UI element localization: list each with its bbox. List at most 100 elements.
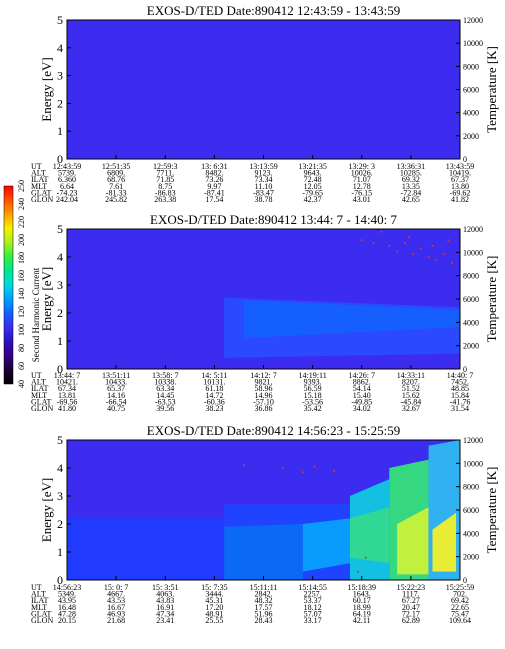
- orbit-table-cell: 21.68: [107, 616, 125, 625]
- speckle-point: [435, 258, 438, 261]
- left-tick-label: 3: [57, 489, 63, 503]
- speckle-point: [411, 253, 414, 256]
- orbit-table-cell: 263.38: [154, 195, 176, 204]
- orbit-table-cell: 17.20: [205, 603, 223, 612]
- colorbar-tick-label: 240: [17, 198, 26, 210]
- orbit-table-cell: -53.56: [302, 397, 323, 406]
- left-tick-label: 4: [57, 41, 63, 55]
- orbit-table-cell: -87.41: [204, 188, 225, 197]
- orbit-row-label: ILAT: [31, 175, 48, 184]
- speckle-point: [333, 469, 336, 472]
- left-tick-label: 4: [57, 461, 63, 475]
- orbit-table-cell: 51.52: [402, 384, 420, 393]
- orbit-table-cell: 8862.: [353, 378, 371, 387]
- orbit-table-cell: 14: 5:11: [201, 371, 227, 380]
- spectral-band: [243, 300, 460, 339]
- orbit-table-cell: 73.34: [255, 175, 273, 184]
- orbit-table-cell: 15: 7:35: [201, 583, 227, 592]
- orbit-table-cell: 67.34: [58, 384, 76, 393]
- orbit-table-cell: 40.75: [107, 404, 125, 413]
- orbit-table-cell: 14.96: [255, 391, 273, 400]
- right-tick-label: 6000: [463, 506, 479, 515]
- orbit-table-cell: 72.17: [402, 609, 420, 618]
- orbit-table-cell: 7452.: [451, 378, 469, 387]
- orbit-table-cell: -76.15: [351, 188, 372, 197]
- colorbar-tick-label: 180: [17, 252, 26, 264]
- orbit-table-cell: -63.53: [155, 397, 176, 406]
- orbit-table-cell: 56.59: [304, 384, 322, 393]
- orbit-row-label: ILAT: [31, 596, 48, 605]
- right-tick-label: 2000: [463, 553, 479, 562]
- left-tick-label: 2: [57, 306, 63, 320]
- orbit-table-cell: 14.16: [107, 391, 125, 400]
- colorbar-tick-label: 120: [17, 306, 26, 318]
- orbit-table-cell: 13.80: [451, 182, 469, 191]
- orbit-table-cell: 43.83: [156, 596, 174, 605]
- orbit-table-cell: -81.33: [106, 188, 127, 197]
- spectral-band: [67, 518, 225, 580]
- orbit-table-cell: 9.97: [207, 182, 221, 191]
- left-tick-label: 1: [57, 545, 63, 559]
- orbit-table-cell: 47.28: [58, 609, 76, 618]
- colorbar-tick-label: 200: [17, 234, 26, 246]
- orbit-table-cell: 13:44: 7: [54, 371, 80, 380]
- speckle-point: [419, 247, 422, 250]
- orbit-table-cell: 38.78: [255, 195, 273, 204]
- colorbar-label: Second Harmonic Current: [31, 267, 41, 362]
- orbit-table-cell: 14.72: [205, 391, 223, 400]
- speckle-point: [380, 230, 383, 233]
- left-tick-label: 0: [57, 152, 63, 166]
- orbit-table-cell: 13.35: [402, 182, 420, 191]
- orbit-table-cell: 16.91: [156, 603, 174, 612]
- orbit-table-cell: 7711.: [156, 169, 174, 178]
- orbit-table-cell: 7.61: [109, 182, 123, 191]
- orbit-table-cell: 1643.: [353, 590, 371, 599]
- right-axis-label: Temperature [K]: [484, 46, 499, 133]
- speckle-point: [403, 242, 406, 244]
- speckle-point: [451, 261, 454, 264]
- orbit-table-cell: -79.65: [302, 188, 323, 197]
- colorbar-tick-label: 250: [17, 180, 26, 192]
- spectral-band: [302, 518, 350, 572]
- orbit-row-label: ILAT: [31, 384, 48, 393]
- orbit-table-cell: 41.80: [58, 404, 76, 413]
- orbit-table-cell: 73.26: [205, 175, 223, 184]
- orbit-table-cell: 43.53: [107, 596, 125, 605]
- orbit-table-cell: 15:18:39: [348, 583, 376, 592]
- orbit-table-cell: 13:51:11: [102, 371, 130, 380]
- right-tick-label: 2000: [463, 132, 479, 141]
- orbit-table-cell: 8.75: [158, 182, 172, 191]
- orbit-table-cell: 9393.: [304, 378, 322, 387]
- orbit-table-cell: 13:58: 7: [152, 371, 178, 380]
- orbit-table-cell: 13.81: [58, 391, 76, 400]
- orbit-table-cell: 67.37: [451, 175, 469, 184]
- orbit-table-cell: 15.40: [353, 391, 371, 400]
- right-tick-label: 10000: [463, 39, 483, 48]
- right-tick-label: 12000: [463, 16, 483, 25]
- panel-title: EXOS-D/TED Date:890412 13:44: 7 - 14:40:…: [150, 212, 397, 227]
- orbit-table-cell: 8207.: [402, 378, 420, 387]
- orbit-table-cell: 20.15: [58, 616, 76, 625]
- orbit-table-cell: 14.45: [156, 391, 174, 400]
- left-tick-label: 1: [57, 334, 63, 348]
- orbit-table-cell: -41.76: [450, 397, 471, 406]
- orbit-table-cell: 15: 3:51: [152, 583, 178, 592]
- orbit-table-cell: 9821.: [255, 378, 273, 387]
- right-tick-label: 8000: [463, 62, 479, 71]
- orbit-table-cell: 13:13:59: [249, 162, 277, 171]
- orbit-row-label: MLT: [31, 603, 47, 612]
- orbit-table-cell: 34.02: [353, 404, 371, 413]
- orbit-row-label: MLT: [31, 182, 47, 191]
- orbit-table-cell: 72.48: [304, 175, 322, 184]
- orbit-table-cell: 10285.: [400, 169, 422, 178]
- orbit-table-cell: 22.65: [451, 603, 469, 612]
- orbit-table-cell: 51.96: [255, 609, 273, 618]
- orbit-table-cell: 13:21:35: [298, 162, 326, 171]
- orbit-table-cell: 3444.: [205, 590, 223, 599]
- orbit-row-label: ALT: [31, 378, 46, 387]
- orbit-table-cell: 17.54: [205, 195, 223, 204]
- orbit-table-cell: 20.47: [402, 603, 420, 612]
- orbit-table-cell: 48.91: [205, 609, 223, 618]
- orbit-table-cell: 17.57: [255, 603, 273, 612]
- orbit-row-label: GLAT: [31, 609, 52, 618]
